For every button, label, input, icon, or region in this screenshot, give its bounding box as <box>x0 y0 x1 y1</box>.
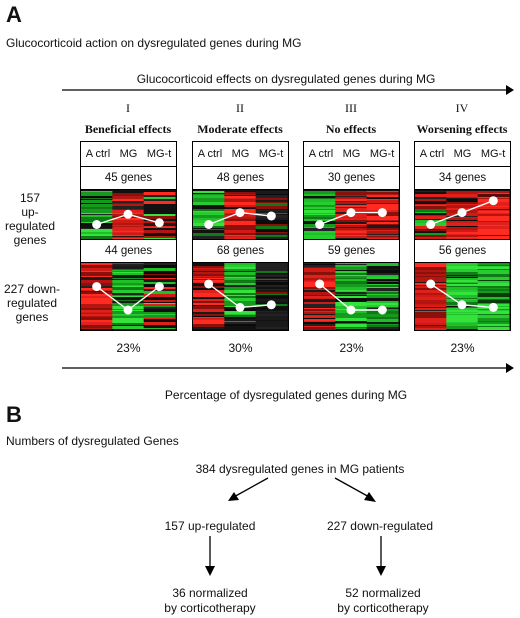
group-percentage: 30% <box>228 341 253 355</box>
expression-profile-point <box>123 305 133 315</box>
column-label: MG <box>342 148 361 160</box>
expression-profile-point <box>346 208 356 218</box>
heatmap-up-stripes <box>415 191 510 240</box>
column-label: A ctrl <box>419 148 445 160</box>
heatmap-up-stripes <box>304 191 399 239</box>
panel-b-subtitle: Numbers of dysregulated Genes <box>6 434 179 448</box>
heatmap-column-header: A ctrl MG MG-t <box>81 142 176 167</box>
tree-right-mid: 227 down-regulated <box>326 519 434 533</box>
column-label: MG-t <box>146 148 172 160</box>
expression-profile-point <box>204 220 214 229</box>
heatmap-column-header: A ctrl MG MG-t <box>415 142 510 167</box>
down-gene-count: 44 genes <box>81 239 176 263</box>
heatmap-column-header: A ctrl MG MG-t <box>304 142 399 167</box>
column-label: A ctrl <box>85 148 111 160</box>
expression-profile-point <box>92 282 102 292</box>
group-numeral-3: III <box>345 101 357 115</box>
column-label: MG <box>453 148 472 160</box>
group-percentage: 23% <box>450 341 475 355</box>
top-arrow-label: Glucocorticoid effects on dysregulated g… <box>136 72 436 86</box>
group-numeral-1: I <box>126 101 130 115</box>
column-label: MG <box>119 148 138 160</box>
down-gene-count: 68 genes <box>193 239 288 263</box>
group-percentage: 23% <box>339 341 364 355</box>
column-label: MG-t <box>480 148 506 160</box>
tree-right-bottom: 52 normalized by corticotherapy <box>337 586 429 615</box>
down-gene-count: 56 genes <box>415 239 510 263</box>
expression-profile-point <box>315 279 325 289</box>
panel-a-letter: A <box>6 2 22 27</box>
heatmap-group-3: A ctrl MG MG-t 30 genes 59 genes <box>303 141 400 331</box>
heatmap-down-stripes <box>415 263 510 330</box>
heatmap-group-1: A ctrl MG MG-t 45 genes 44 genes <box>80 141 177 331</box>
expression-profile-point <box>488 196 498 206</box>
up-gene-count: 34 genes <box>415 166 510 190</box>
heatmap-down-stripes <box>193 263 288 329</box>
group-numeral-2: II <box>236 101 244 115</box>
expression-profile-point <box>426 279 436 289</box>
column-label: MG <box>231 148 250 160</box>
up-gene-count: 30 genes <box>304 166 399 190</box>
expression-profile-point <box>204 279 214 289</box>
group-percentage: 23% <box>116 341 141 355</box>
heatmap-down-stripes <box>81 263 176 329</box>
expression-profile-point <box>154 282 164 292</box>
tree-left-bottom: 36 normalized by corticotherapy <box>164 586 256 615</box>
expression-profile-point <box>266 300 276 310</box>
row-label-up: 157 up-regulated genes <box>4 191 56 247</box>
group-title-4: Worsening effects <box>416 122 508 136</box>
expression-profile-point <box>315 220 325 229</box>
expression-profile-point <box>346 305 356 315</box>
expression-profile-point <box>266 211 276 221</box>
expression-profile-point <box>154 218 164 228</box>
expression-profile-point <box>457 300 467 310</box>
expression-profile-point <box>377 305 387 315</box>
expression-profile-point <box>235 208 245 218</box>
expression-profile-point <box>426 220 436 229</box>
group-title-3: No effects <box>325 122 377 136</box>
panel-b-letter: B <box>6 402 22 427</box>
group-numeral-4: IV <box>455 101 469 115</box>
tree-root: 384 dysregulated genes in MG patients <box>195 462 405 476</box>
heatmap-group-4: A ctrl MG MG-t 34 genes 56 genes <box>414 141 511 331</box>
heatmap-group-2: A ctrl MG MG-t 48 genes 68 genes <box>192 141 289 331</box>
panel-a-subtitle: Glucocorticoid action on dysregulated ge… <box>6 36 302 50</box>
column-label: A ctrl <box>197 148 223 160</box>
heatmap-column-header: A ctrl MG MG-t <box>193 142 288 167</box>
group-title-2: Moderate effects <box>197 122 283 136</box>
column-label: MG-t <box>258 148 284 160</box>
column-label: MG-t <box>369 148 395 160</box>
heatmap-up-stripes <box>193 191 288 240</box>
column-label: A ctrl <box>308 148 334 160</box>
expression-profile-point <box>92 220 102 229</box>
up-gene-count: 45 genes <box>81 166 176 190</box>
group-title-1: Beneficial effects <box>84 122 172 136</box>
bottom-arrow-label: Percentage of dysregulated genes during … <box>164 388 408 402</box>
expression-profile-point <box>123 209 133 219</box>
up-gene-count: 48 genes <box>193 166 288 190</box>
down-gene-count: 59 genes <box>304 239 399 263</box>
heatmap-up-stripes <box>81 191 176 239</box>
heatmap-down-stripes <box>304 263 399 330</box>
expression-profile-point <box>235 302 245 312</box>
tree-left-mid: 157 up-regulated <box>164 519 256 533</box>
expression-profile-point <box>488 302 498 312</box>
expression-profile-point <box>377 208 387 218</box>
expression-profile-point <box>457 208 467 218</box>
row-label-down: 227 down- regulated genes <box>3 282 61 324</box>
